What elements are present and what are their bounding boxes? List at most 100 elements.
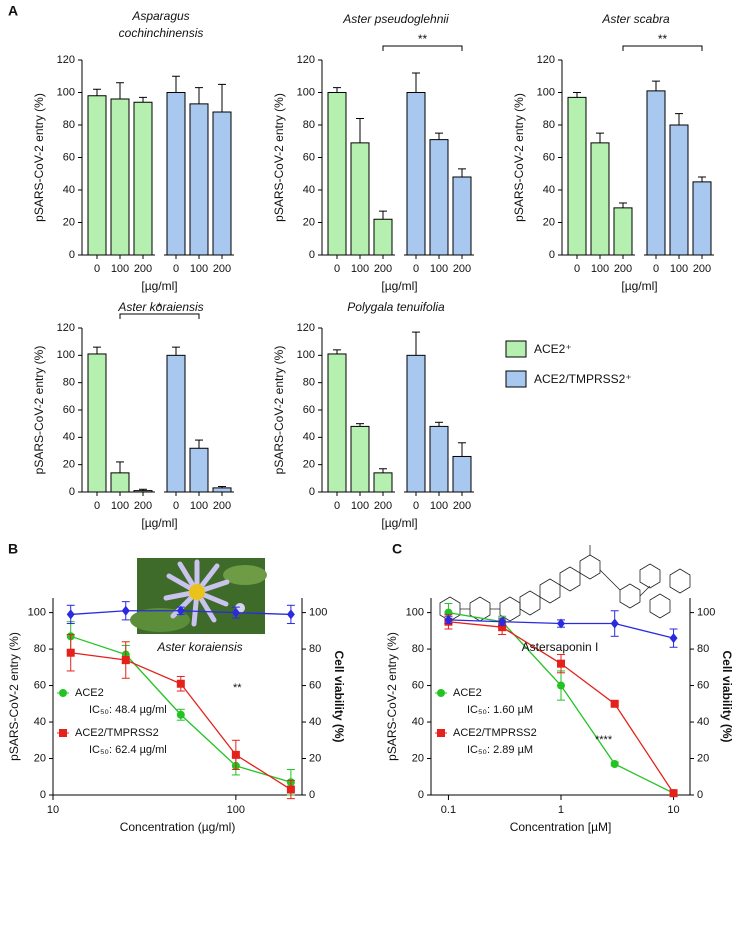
- series-line: [70, 652, 292, 791]
- y-tick-label: 80: [412, 643, 424, 655]
- y2-axis-label: Cell viability (%): [720, 650, 734, 742]
- y-tick-label: 40: [543, 184, 555, 196]
- x-tick-label: 100: [591, 263, 609, 275]
- y-tick-label: 20: [412, 752, 424, 764]
- data-point: [286, 609, 295, 620]
- data-point: [176, 679, 185, 688]
- significance-label: **: [418, 32, 428, 46]
- bar: [189, 103, 209, 256]
- x-tick-label: 200: [453, 263, 471, 275]
- y-axis-label: pSARS-CoV-2 entry (%): [32, 346, 46, 475]
- y-tick-label: 0: [309, 249, 315, 261]
- x-tick-label: 200: [134, 500, 152, 512]
- data-point: [498, 623, 507, 632]
- y-tick-label: 20: [303, 216, 315, 228]
- y-tick-label: 120: [537, 54, 555, 66]
- x-tick-label: 200: [374, 263, 392, 275]
- y-tick-label: 100: [57, 86, 75, 98]
- y-tick-label: 40: [63, 431, 75, 443]
- x-axis-label: [µg/ml]: [141, 279, 177, 293]
- y-tick-label: 20: [63, 459, 75, 471]
- x-tick-label: 100: [670, 263, 688, 275]
- bar: [646, 90, 666, 256]
- y2-tick-label: 40: [697, 716, 709, 728]
- y2-tick-label: 40: [309, 716, 321, 728]
- bar: [327, 92, 347, 256]
- x-tick-label: 200: [614, 263, 632, 275]
- y-tick-label: 60: [412, 679, 424, 691]
- bar: [373, 218, 393, 256]
- x-tick-label: 10: [47, 804, 59, 816]
- data-point: [231, 750, 240, 759]
- x-tick-label: 100: [351, 500, 369, 512]
- bar: [429, 425, 449, 493]
- bar: [669, 124, 689, 256]
- x-tick-label: 0: [334, 500, 340, 512]
- x-tick-label: 0: [94, 500, 100, 512]
- y-tick-label: 20: [543, 216, 555, 228]
- x-tick-label: 0: [173, 263, 179, 275]
- x-tick-label: 0: [574, 263, 580, 275]
- x-tick-label: 100: [430, 500, 448, 512]
- bar: [373, 472, 393, 493]
- x-tick-label: 200: [693, 263, 711, 275]
- y2-tick-label: 80: [309, 643, 321, 655]
- chemical-structure: [439, 545, 691, 622]
- data-point: [610, 699, 619, 708]
- x-axis-label: [µg/ml]: [141, 516, 177, 530]
- x-tick-label: 200: [453, 500, 471, 512]
- y-tick-label: 0: [549, 249, 555, 261]
- annotation: ****: [595, 734, 613, 746]
- bar: [406, 354, 426, 493]
- x-tick-label: 100: [227, 804, 245, 816]
- y2-tick-label: 0: [309, 789, 315, 801]
- bar: [166, 354, 186, 493]
- bar: [590, 142, 610, 256]
- bar: [406, 92, 426, 256]
- y-tick-label: 0: [69, 249, 75, 261]
- legend-label: ACE2/TMPRSS2: [75, 727, 159, 739]
- x-tick-label: 200: [374, 500, 392, 512]
- bar: [452, 176, 472, 256]
- x-axis-label: Concentration (µg/ml): [120, 820, 236, 834]
- x-tick-label: 0: [413, 500, 419, 512]
- data-point: [444, 614, 453, 625]
- data-point: [556, 659, 565, 668]
- x-tick-label: 100: [351, 263, 369, 275]
- data-point: [66, 648, 75, 657]
- y-axis-label: pSARS-CoV-2 entry (%): [272, 93, 286, 222]
- data-point: [669, 633, 678, 644]
- y-axis-label: pSARS-CoV-2 entry (%): [385, 632, 399, 761]
- y2-tick-label: 20: [697, 752, 709, 764]
- flower-center: [189, 584, 205, 600]
- bar: [133, 101, 153, 256]
- legend-label: ACE2/TMPRSS2: [453, 727, 537, 739]
- y-tick-label: 120: [57, 322, 75, 334]
- y-tick-label: 60: [303, 151, 315, 163]
- panel-label: B: [8, 541, 18, 557]
- x-tick-label: 100: [190, 263, 208, 275]
- bar: [87, 353, 107, 493]
- data-point: [176, 605, 185, 616]
- data-point: [231, 607, 240, 618]
- bar: [350, 425, 370, 493]
- bar: [429, 139, 449, 256]
- annotation: **: [233, 682, 242, 694]
- y-tick-label: 100: [297, 349, 315, 361]
- y-tick-label: 40: [303, 431, 315, 443]
- legend-marker: [437, 689, 445, 697]
- y-tick-label: 80: [63, 119, 75, 131]
- y2-tick-label: 100: [697, 606, 715, 618]
- panel-label: A: [8, 3, 18, 19]
- y-tick-label: 60: [34, 679, 46, 691]
- y-tick-label: 40: [303, 184, 315, 196]
- data-point: [121, 605, 130, 616]
- x-tick-label: 10: [667, 804, 679, 816]
- y2-tick-label: 60: [309, 679, 321, 691]
- y-tick-label: 20: [303, 459, 315, 471]
- x-tick-label: 200: [134, 263, 152, 275]
- panel-label: C: [392, 541, 402, 557]
- y-tick-label: 0: [69, 486, 75, 498]
- x-tick-label: 100: [430, 263, 448, 275]
- y-tick-label: 100: [57, 349, 75, 361]
